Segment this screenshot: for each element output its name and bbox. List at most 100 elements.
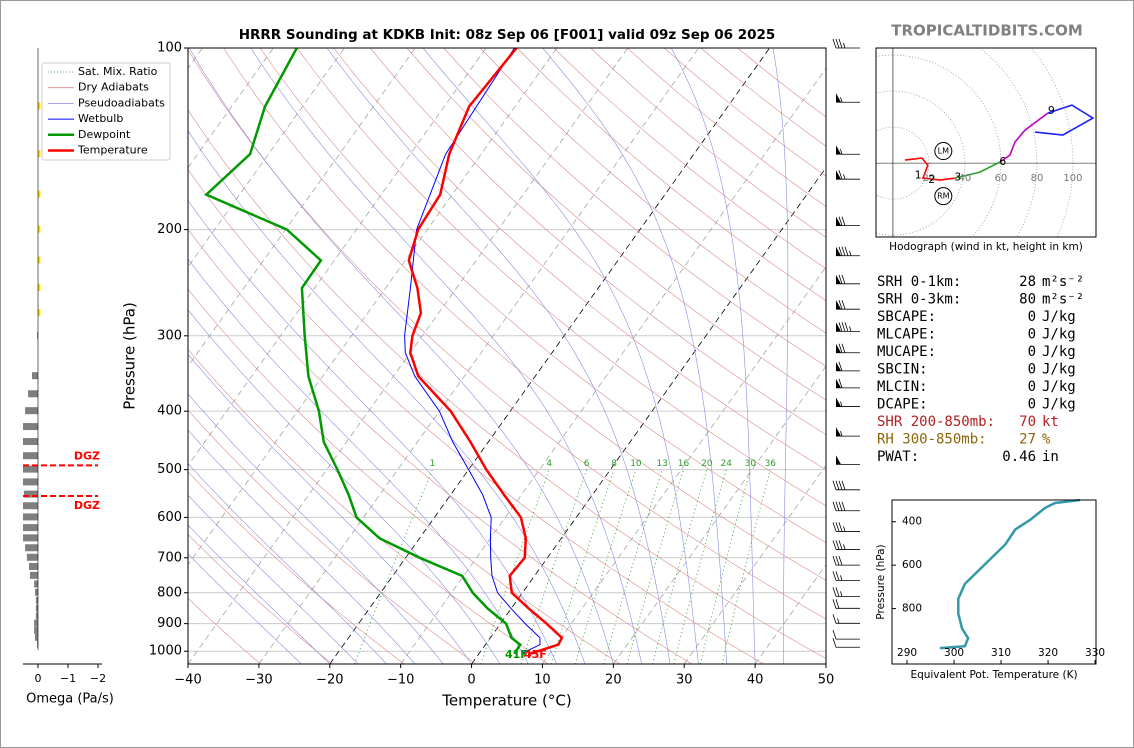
barb-pennant (836, 274, 841, 284)
theta-e-line (939, 498, 1081, 650)
pseudoadiabat (670, 48, 756, 664)
mixing-ratio-line (721, 469, 771, 664)
wind-barb (832, 630, 860, 640)
index-value: 0 (1028, 327, 1036, 343)
index-label: SRH 0-1km: (877, 274, 961, 290)
x-axis-label: Equivalent Pot. Temperature (K) (910, 669, 1077, 681)
dry-adiabat (333, 48, 826, 471)
legend-label: Dry Adiabats (78, 81, 149, 94)
barb-half (849, 326, 852, 332)
x-tick-label: 320 (1038, 647, 1058, 659)
x-tick-label: −1 (60, 672, 76, 685)
index-label: MUCAPE: (877, 344, 936, 360)
barb-pennant (836, 455, 841, 465)
barb-half (843, 544, 846, 550)
barb-half (840, 431, 843, 437)
omega-bar (28, 390, 38, 398)
dry-adiabat (406, 48, 826, 401)
wind-barb (836, 274, 860, 285)
omega-bar (23, 478, 38, 486)
barb-feather (832, 599, 837, 609)
legend-label: Sat. Mix. Ratio (78, 65, 158, 78)
surface-label: 45F (524, 648, 547, 661)
y-tick-label: 400 (902, 516, 922, 528)
pseudoadiabat (188, 353, 472, 664)
y-tick-label: 900 (157, 616, 182, 631)
mixing-ratio-label: 1 (430, 459, 436, 469)
mixing-ratio-label: 20 (701, 459, 713, 469)
mixing-ratio-line (480, 469, 550, 664)
wind-barb (836, 343, 860, 354)
dry-adiabat (188, 348, 549, 664)
wind-barb (832, 38, 860, 49)
y-axis-label: Pressure (hPa) (875, 544, 887, 619)
chart-title: HRRR Sounding at KDKB Init: 08z Sep 06 [… (239, 27, 776, 43)
legend-label: Temperature (77, 144, 148, 157)
barb-pennant (836, 300, 841, 310)
y-tick-label: 300 (157, 328, 182, 343)
omega-bar (23, 502, 38, 510)
barb-feather (844, 322, 849, 332)
x-axis-label: Temperature (°C) (441, 692, 571, 710)
dry-adiabat (516, 48, 826, 301)
index-value: 70 (1019, 414, 1036, 430)
omega-bar (23, 423, 38, 431)
barb-feather (838, 378, 843, 389)
legend-label: Dewpoint (78, 128, 131, 141)
height-label: 9 (1048, 104, 1055, 117)
dry-adiabat (188, 409, 477, 664)
barb-feather (835, 480, 840, 490)
index-value: 0.46 (1002, 449, 1036, 465)
isotherm (329, 48, 770, 664)
index-unit: m²s⁻² (1042, 274, 1084, 290)
index-label: PWAT: (877, 449, 919, 465)
wind-barb (836, 145, 860, 155)
barb-feather (838, 246, 843, 256)
y-tick-label: 800 (902, 603, 922, 615)
pseudoadiabat (188, 463, 387, 664)
barb-feather (841, 501, 846, 511)
y-tick-label: 200 (157, 222, 182, 237)
index-value: 0 (1028, 397, 1036, 413)
wind-barb (836, 246, 860, 257)
barb-pennant (836, 216, 841, 226)
storm-motion-marker (934, 187, 953, 206)
mixing-ratio-label: 30 (745, 459, 757, 469)
index-unit: J/kg (1042, 362, 1076, 378)
barb-feather (841, 322, 846, 332)
dgz-label: DGZ (74, 499, 100, 512)
pseudoadiabat (188, 429, 416, 664)
omega-bar (38, 309, 41, 317)
barb-feather (838, 522, 843, 532)
index-unit: J/kg (1042, 327, 1076, 343)
omega-bar (38, 284, 41, 292)
barb-half (843, 174, 846, 180)
wind-barb (832, 501, 860, 512)
x-tick-label: 50 (818, 673, 835, 688)
wind-barb (836, 170, 860, 180)
legend-label: Pseudoadiabats (78, 96, 165, 109)
barb-feather (841, 300, 846, 310)
omega-bar (23, 524, 38, 532)
omega-bar (23, 534, 38, 542)
x-tick-label: −40 (174, 673, 201, 688)
barb-feather (835, 599, 840, 609)
barb-feather (832, 38, 837, 49)
x-tick-label: 100 (1063, 173, 1082, 184)
barb-feather (838, 480, 843, 490)
pseudoadiabat (422, 48, 699, 664)
omega-bar (38, 256, 41, 264)
barb-feather (835, 522, 840, 532)
index-label: SBCIN: (877, 362, 928, 378)
barb-feather (832, 630, 837, 640)
dry-adiabat (188, 471, 405, 664)
index-value: 27 (1019, 432, 1036, 448)
omega-bar (32, 372, 38, 380)
mixing-ratio-line (699, 469, 751, 664)
barb-pennant (836, 145, 841, 155)
omega-bar (26, 553, 38, 561)
index-label: SRH 0-3km: (877, 292, 961, 308)
mixing-ratio-label: 8 (611, 459, 617, 469)
omega-bar (37, 331, 39, 339)
